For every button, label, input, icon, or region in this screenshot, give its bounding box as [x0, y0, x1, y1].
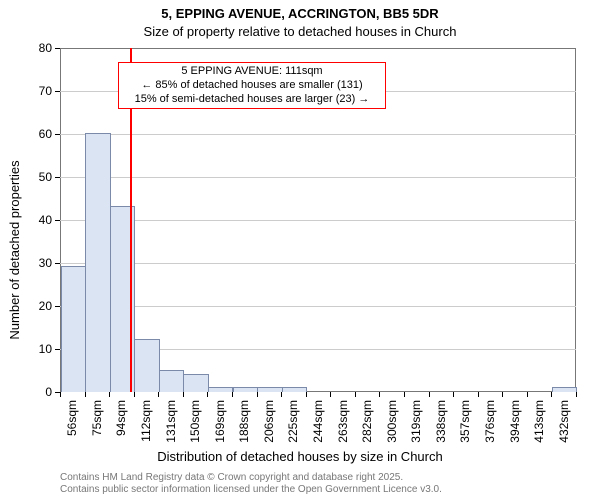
y-tick-label: 80: [12, 41, 52, 55]
x-tick-mark: [551, 392, 552, 397]
y-tick-label: 70: [12, 84, 52, 98]
x-tick-label: 94sqm: [114, 400, 128, 450]
x-tick-label: 112sqm: [139, 400, 153, 450]
footer-line-2: Contains public sector information licen…: [60, 484, 442, 496]
plot-area: 0102030405060708056sqm75sqm94sqm112sqm13…: [60, 48, 576, 392]
x-tick-mark: [502, 392, 503, 397]
x-tick-mark: [109, 392, 110, 397]
x-tick-label: 150sqm: [188, 400, 202, 450]
x-tick-mark: [306, 392, 307, 397]
x-tick-mark: [232, 392, 233, 397]
y-tick-label: 40: [12, 213, 52, 227]
y-tick-label: 50: [12, 170, 52, 184]
bar: [183, 374, 208, 392]
y-tick-mark: [55, 48, 60, 49]
bar: [61, 266, 86, 392]
y-tick-mark: [55, 349, 60, 350]
x-tick-label: 394sqm: [508, 400, 522, 450]
y-tick-mark: [55, 134, 60, 135]
chart-title-line1: 5, EPPING AVENUE, ACCRINGTON, BB5 5DR: [0, 6, 600, 21]
gridline: [60, 220, 576, 221]
x-tick-mark: [404, 392, 405, 397]
bar: [282, 387, 307, 392]
x-tick-mark: [134, 392, 135, 397]
x-tick-mark: [379, 392, 380, 397]
y-tick-label: 10: [12, 342, 52, 356]
bar: [159, 370, 184, 393]
gridline: [60, 306, 576, 307]
x-tick-label: 75sqm: [90, 400, 104, 450]
bar: [257, 387, 282, 392]
x-tick-label: 300sqm: [385, 400, 399, 450]
footer-attribution: Contains HM Land Registry data © Crown c…: [60, 472, 442, 496]
x-tick-mark: [330, 392, 331, 397]
x-tick-label: 376sqm: [483, 400, 497, 450]
x-tick-mark: [355, 392, 356, 397]
y-tick-mark: [55, 306, 60, 307]
y-tick-label: 0: [12, 385, 52, 399]
gridline: [60, 263, 576, 264]
x-tick-mark: [158, 392, 159, 397]
y-tick-mark: [55, 91, 60, 92]
y-tick-label: 20: [12, 299, 52, 313]
x-tick-label: 263sqm: [336, 400, 350, 450]
gridline: [60, 177, 576, 178]
x-tick-mark: [85, 392, 86, 397]
bar: [85, 133, 110, 392]
x-tick-mark: [527, 392, 528, 397]
footer-line-1: Contains HM Land Registry data © Crown c…: [60, 472, 442, 484]
x-tick-mark: [576, 392, 577, 397]
x-tick-mark: [453, 392, 454, 397]
x-tick-mark: [207, 392, 208, 397]
chart-container: 5, EPPING AVENUE, ACCRINGTON, BB5 5DR Si…: [0, 0, 600, 500]
bar: [208, 387, 233, 392]
bar: [233, 387, 258, 392]
x-tick-mark: [281, 392, 282, 397]
annotation-line: 5 EPPING AVENUE: 111sqm: [123, 65, 381, 79]
annotation-line: ← 85% of detached houses are smaller (13…: [123, 79, 381, 93]
x-tick-mark: [429, 392, 430, 397]
x-tick-label: 131sqm: [164, 400, 178, 450]
annotation-box: 5 EPPING AVENUE: 111sqm← 85% of detached…: [118, 62, 386, 109]
x-tick-label: 225sqm: [286, 400, 300, 450]
gridline: [60, 134, 576, 135]
x-tick-label: 188sqm: [237, 400, 251, 450]
annotation-line: 15% of semi-detached houses are larger (…: [123, 93, 381, 107]
x-tick-label: 56sqm: [65, 400, 79, 450]
y-tick-label: 30: [12, 256, 52, 270]
x-tick-label: 169sqm: [213, 400, 227, 450]
y-tick-mark: [55, 220, 60, 221]
x-tick-label: 206sqm: [262, 400, 276, 450]
x-tick-label: 244sqm: [311, 400, 325, 450]
x-tick-label: 432sqm: [557, 400, 571, 450]
x-tick-mark: [183, 392, 184, 397]
x-tick-label: 282sqm: [360, 400, 374, 450]
y-tick-label: 60: [12, 127, 52, 141]
bar: [134, 339, 159, 392]
chart-title-line2: Size of property relative to detached ho…: [0, 24, 600, 39]
x-tick-label: 357sqm: [458, 400, 472, 450]
bar: [552, 387, 577, 392]
x-tick-label: 338sqm: [434, 400, 448, 450]
x-axis-label: Distribution of detached houses by size …: [0, 449, 600, 464]
y-tick-mark: [55, 177, 60, 178]
x-tick-label: 319sqm: [409, 400, 423, 450]
x-tick-mark: [60, 392, 61, 397]
x-tick-mark: [478, 392, 479, 397]
x-tick-label: 413sqm: [532, 400, 546, 450]
y-tick-mark: [55, 263, 60, 264]
x-tick-mark: [257, 392, 258, 397]
